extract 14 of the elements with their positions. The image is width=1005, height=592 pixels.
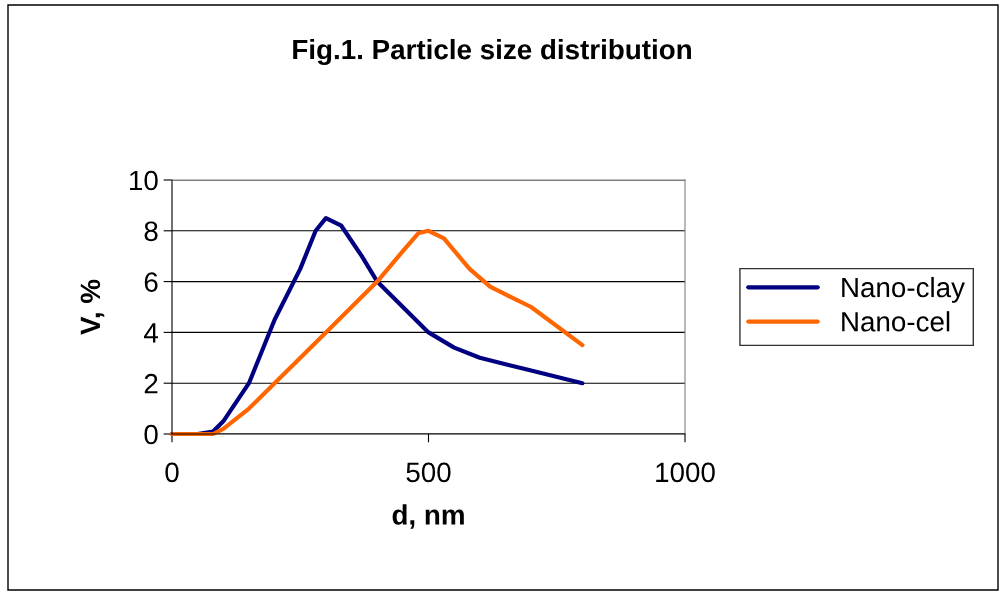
y-axis-title: V, %: [80, 279, 105, 335]
y-tick-label: 10: [130, 170, 158, 191]
y-tick-label: 2: [144, 373, 158, 394]
y-tick-label: 4: [144, 323, 158, 343]
x-tick-label: 500: [406, 462, 451, 483]
legend-label: Nano-cel: [842, 311, 950, 332]
y-tick-label: 8: [144, 221, 158, 242]
y-tick-label: 0: [144, 424, 158, 445]
x-tick-label: 1000: [656, 462, 715, 483]
chart-title: Fig.1. Particle size distribution: [293, 38, 691, 66]
x-tick-label: 0: [165, 462, 179, 483]
x-axis-title: d, nm: [392, 504, 464, 529]
y-tick-label: 6: [144, 272, 158, 292]
legend-label: Nano-clay: [842, 276, 965, 303]
